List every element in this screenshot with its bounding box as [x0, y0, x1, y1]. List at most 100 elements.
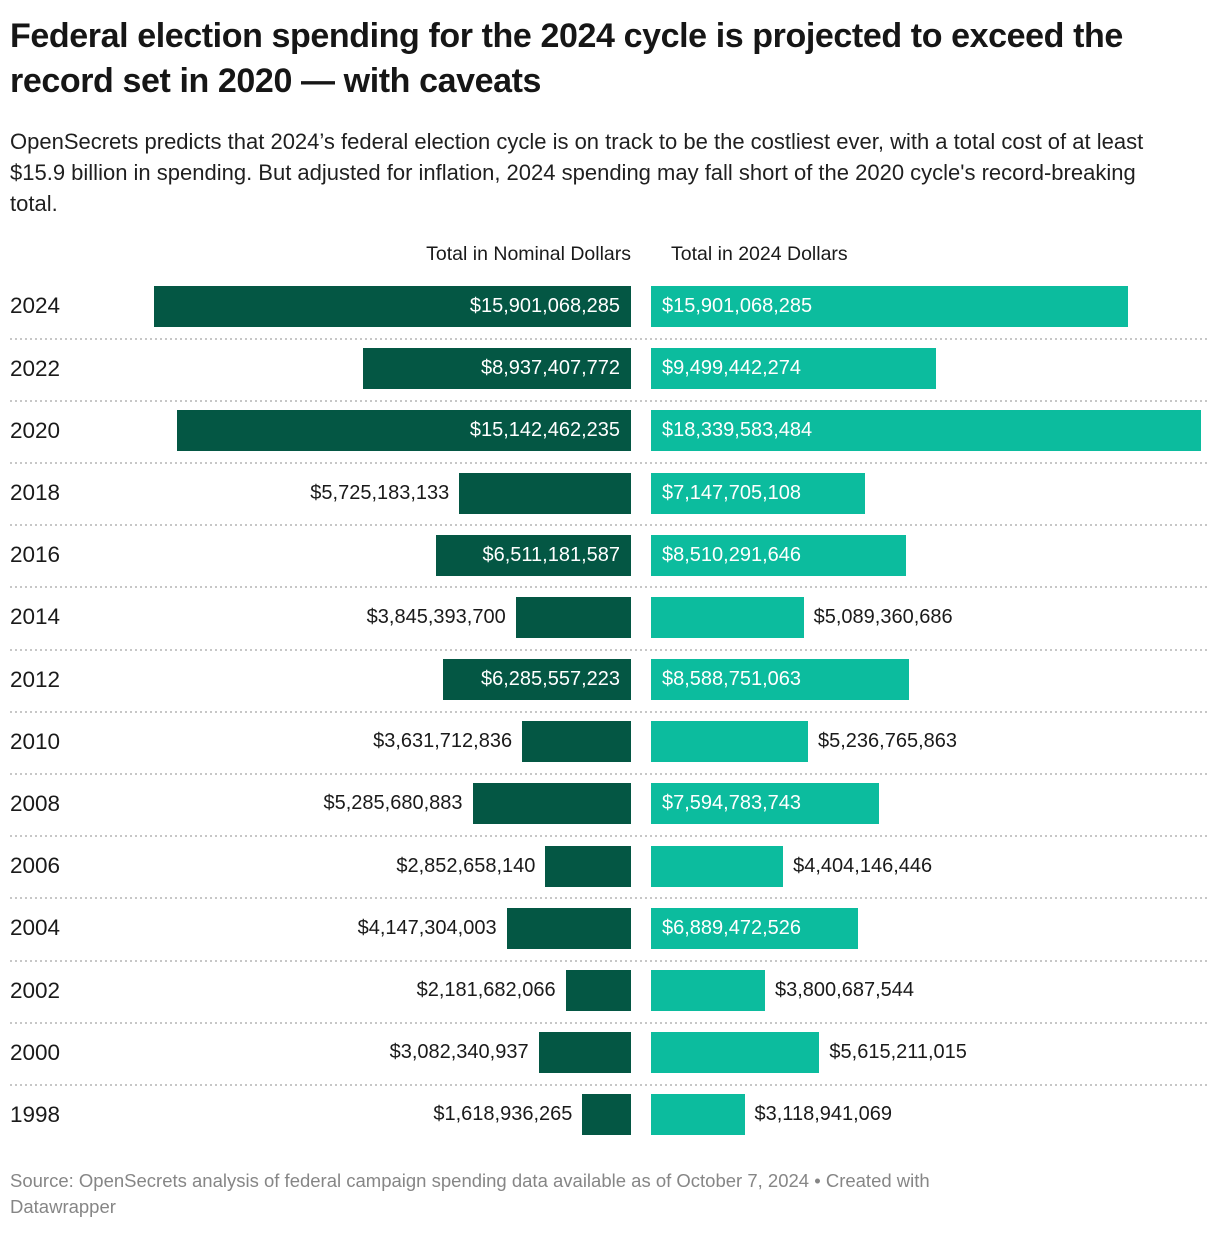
chart-row: 2020 $15,142,462,235 $18,339,583,484 — [10, 399, 1210, 462]
column-headers: Total in Nominal Dollars Total in 2024 D… — [10, 243, 1210, 269]
nominal-bar: $6,285,557,223 — [442, 659, 631, 701]
nominal-value-label: $3,082,340,937 — [389, 1041, 529, 1064]
adjusted-value-label: $7,594,783,743 — [662, 792, 802, 815]
adjusted-value-label: $7,147,705,108 — [662, 481, 802, 504]
adjusted-value-label: $15,901,068,285 — [662, 294, 813, 317]
adjusted-bar — [651, 1094, 745, 1136]
adjusted-bar — [651, 721, 808, 763]
nominal-bar — [515, 596, 631, 638]
adjusted-value-label: $3,800,687,544 — [775, 979, 915, 1002]
nominal-bar — [565, 970, 631, 1012]
adjusted-bar-zone: $5,089,360,686 — [651, 596, 1201, 638]
nominal-bar — [545, 845, 631, 887]
nominal-bar-zone: $3,082,340,937 — [81, 1032, 631, 1074]
nominal-bar-zone: $8,937,407,772 — [81, 348, 631, 390]
nominal-value-label: $8,937,407,772 — [480, 357, 620, 380]
adjusted-value-label: $8,588,751,063 — [662, 668, 802, 691]
nominal-value-label: $1,618,936,265 — [433, 1103, 573, 1126]
chart-row: 2012 $6,285,557,223 $8,588,751,063 — [10, 648, 1210, 711]
category-label: 2024 — [10, 293, 61, 319]
adjusted-bar-zone: $4,404,146,446 — [651, 845, 1201, 887]
chart-row: 2000 $3,082,340,937 $5,615,211,015 — [10, 1021, 1210, 1084]
adjusted-value-label: $4,404,146,446 — [793, 854, 933, 877]
nominal-value-label: $3,631,712,836 — [373, 730, 513, 753]
chart-row: 2016 $6,511,181,587 $8,510,291,646 — [10, 524, 1210, 586]
nominal-bar — [472, 783, 631, 825]
nominal-value-label: $6,511,181,587 — [482, 543, 620, 566]
adjusted-bar: $15,901,068,285 — [651, 285, 1128, 327]
adjusted-value-label: $8,510,291,646 — [662, 543, 802, 566]
chart-subtitle: OpenSecrets predicts that 2024’s federal… — [10, 128, 1144, 217]
nominal-bar-zone: $6,285,557,223 — [81, 659, 631, 701]
adjusted-bar-zone: $3,118,941,069 — [651, 1094, 1201, 1136]
chart-footer: Source: OpenSecrets analysis of federal … — [10, 1168, 1200, 1220]
adjusted-value-label: $5,615,211,015 — [829, 1041, 967, 1064]
nominal-value-label: $15,142,462,235 — [469, 419, 620, 442]
category-label: 2012 — [10, 666, 61, 692]
nominal-bar — [459, 472, 631, 514]
nominal-bar-zone: $6,511,181,587 — [81, 534, 631, 576]
nominal-bar-zone: $5,725,183,133 — [81, 472, 631, 514]
adjusted-bar-zone: $15,901,068,285 — [651, 285, 1201, 327]
adjusted-bar — [651, 970, 765, 1012]
category-label: 2022 — [10, 355, 61, 381]
adjusted-bar: $7,594,783,743 — [651, 783, 879, 825]
nominal-value-label: $3,845,393,700 — [366, 605, 506, 628]
column-header-nominal: Total in Nominal Dollars — [426, 243, 631, 266]
nominal-bar — [522, 721, 631, 763]
nominal-value-label: $6,285,557,223 — [480, 668, 620, 691]
nominal-bar: $8,937,407,772 — [363, 348, 631, 390]
chart-title: Federal election spending for the 2024 c… — [10, 17, 1123, 100]
nominal-bar: $15,901,068,285 — [154, 285, 631, 327]
adjusted-value-label: $3,118,941,069 — [754, 1103, 893, 1126]
nominal-value-label: $2,181,682,066 — [416, 979, 556, 1002]
adjusted-value-label: $5,236,765,863 — [818, 730, 958, 753]
category-label: 2000 — [10, 1039, 61, 1065]
chart-row: 1998 $1,618,936,265 $3,118,941,069 — [10, 1083, 1210, 1146]
nominal-bar-zone: $3,631,712,836 — [81, 721, 631, 763]
chart-row: 2008 $5,285,680,883 $7,594,783,743 — [10, 772, 1210, 835]
chart-row: 2002 $2,181,682,066 $3,800,687,544 — [10, 959, 1210, 1022]
adjusted-bar — [651, 845, 784, 887]
adjusted-bar — [651, 596, 804, 638]
category-label: 2020 — [10, 417, 61, 443]
category-label: 2008 — [10, 790, 61, 816]
adjusted-value-label: $5,089,360,686 — [813, 605, 953, 628]
category-label: 2004 — [10, 915, 61, 941]
nominal-value-label: $2,852,658,140 — [396, 854, 536, 877]
adjusted-bar-zone: $7,147,705,108 — [651, 472, 1201, 514]
nominal-bar — [538, 1032, 631, 1074]
adjusted-bar-zone: $6,889,472,526 — [651, 907, 1201, 949]
category-label: 1998 — [10, 1101, 61, 1127]
nominal-bar-zone: $1,618,936,265 — [81, 1094, 631, 1136]
nominal-bar-zone: $3,845,393,700 — [81, 596, 631, 638]
nominal-bar: $6,511,181,587 — [435, 534, 631, 576]
adjusted-value-label: $6,889,472,526 — [662, 916, 802, 939]
category-label: 2016 — [10, 542, 61, 568]
category-label: 2018 — [10, 480, 61, 506]
adjusted-bar-zone: $5,615,211,015 — [651, 1032, 1201, 1074]
adjusted-bar: $18,339,583,484 — [651, 410, 1201, 452]
category-label: 2002 — [10, 977, 61, 1003]
chart-row: 2018 $5,725,183,133 $7,147,705,108 — [10, 462, 1210, 524]
chart-row: 2010 $3,631,712,836 $5,236,765,863 — [10, 710, 1210, 773]
source-line: Source: OpenSecrets analysis of federal … — [10, 1170, 930, 1192]
chart-row: 2024 $15,901,068,285 $15,901,068,285 — [10, 275, 1210, 337]
adjusted-bar — [651, 1032, 820, 1074]
nominal-value-label: $5,725,183,133 — [310, 481, 450, 504]
nominal-value-label: $4,147,304,003 — [357, 916, 497, 939]
category-label: 2006 — [10, 853, 61, 879]
chart-row: 2004 $4,147,304,003 $6,889,472,526 — [10, 897, 1210, 959]
nominal-bar — [506, 907, 631, 949]
adjusted-bar-zone: $8,510,291,646 — [651, 534, 1201, 576]
source-line-2: Datawrapper — [10, 1195, 116, 1217]
category-label: 2010 — [10, 728, 61, 754]
nominal-value-label: $5,285,680,883 — [323, 792, 463, 815]
bar-chart-rows: 2024 $15,901,068,285 $15,901,068,285 2022 $8… — [10, 275, 1210, 1146]
adjusted-bar-zone: $18,339,583,484 — [651, 410, 1201, 452]
adjusted-value-label: $18,339,583,484 — [662, 419, 813, 442]
nominal-bar-zone: $5,285,680,883 — [81, 783, 631, 825]
nominal-bar-zone: $4,147,304,003 — [81, 907, 631, 949]
nominal-bar-zone: $2,852,658,140 — [81, 845, 631, 887]
